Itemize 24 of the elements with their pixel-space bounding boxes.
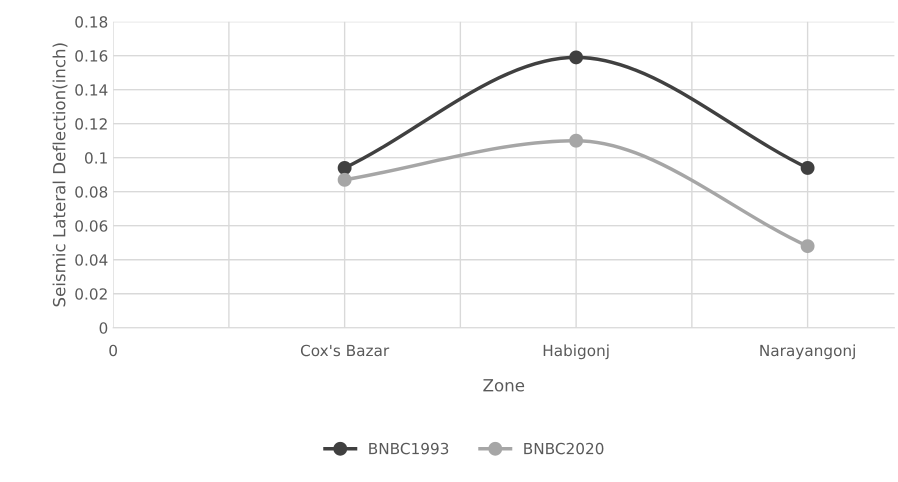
y-tick-label: 0.04 xyxy=(75,254,108,266)
point xyxy=(800,160,815,175)
point xyxy=(338,160,352,175)
y-tick-label: 0.14 xyxy=(75,84,108,96)
legend-label: BNBC2020 xyxy=(524,442,604,454)
point xyxy=(569,50,584,64)
y-tick-label: 0.08 xyxy=(75,186,108,198)
x-tick-label: Cox's Bazar xyxy=(300,344,390,356)
x-tick-label: Habigonj xyxy=(544,344,609,360)
y-tick-label: 0.06 xyxy=(75,220,108,232)
x-tick-label: 0 xyxy=(109,344,117,356)
point xyxy=(800,239,815,254)
y-tick-label: 0.18 xyxy=(75,16,108,28)
x-tick-label: Narayangonj xyxy=(760,344,855,360)
y-axis-title: Seismic Lateral Deflection(inch) xyxy=(52,43,68,306)
y-tick-label: 0.1 xyxy=(85,152,107,164)
y-tick-label: 0.16 xyxy=(75,50,108,62)
y-tick-label: 0.02 xyxy=(75,288,107,300)
legend-label: BNBC1993 xyxy=(369,442,448,454)
y-tick-label: 0 xyxy=(100,322,108,334)
x-axis-title: Zone xyxy=(483,379,524,392)
y-tick-label: 0.12 xyxy=(75,118,107,130)
point xyxy=(569,134,584,148)
point xyxy=(338,172,352,187)
